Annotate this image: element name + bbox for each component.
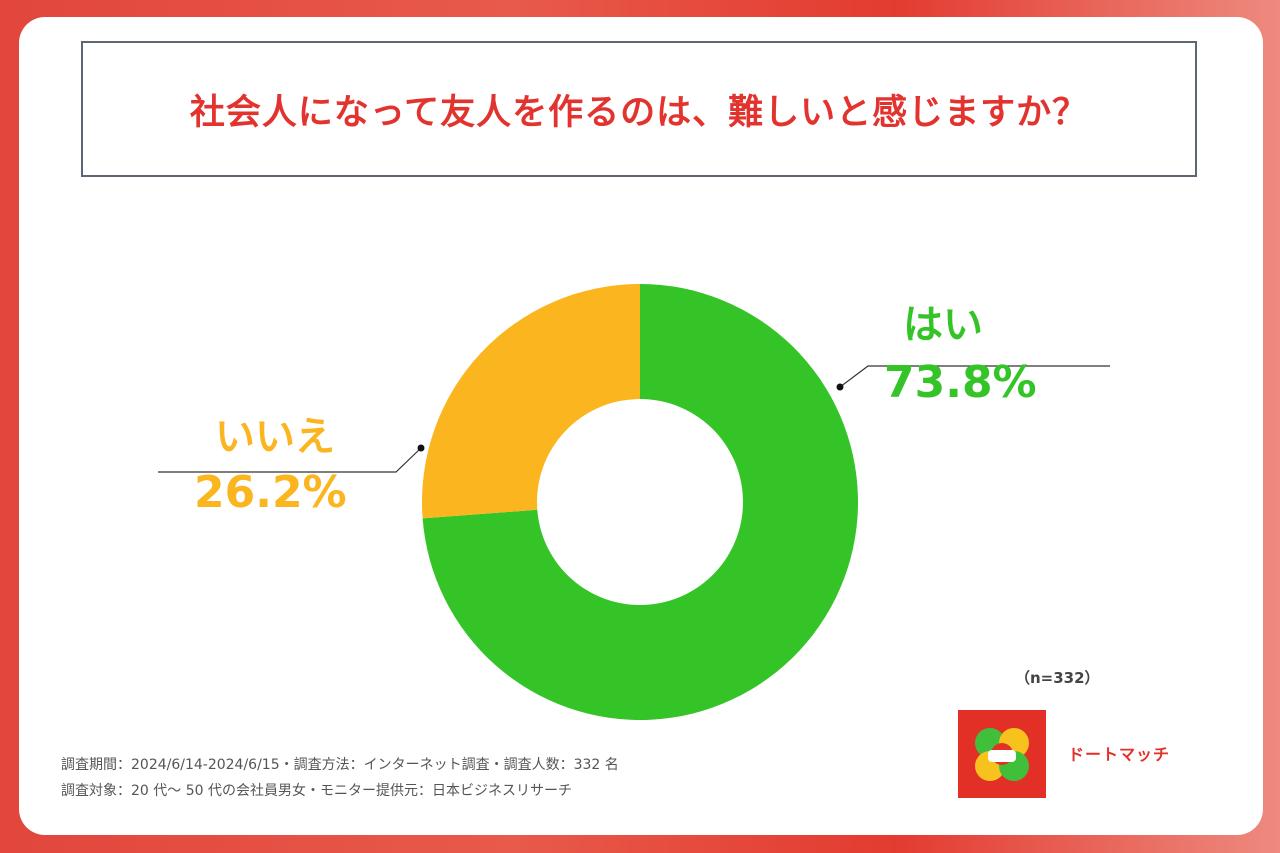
survey-period-note: 調査期間：2024/6/14-2024/6/15・調査方法：インターネット調査・… (61, 757, 619, 773)
no-leader-line (158, 447, 422, 473)
clover-logo-icon (975, 728, 1029, 781)
yes-leader-line (839, 365, 1110, 388)
yes-leader-dot (836, 383, 844, 391)
sample-size-note: （n=332） (1015, 669, 1100, 687)
title-box: 社会人になって友人を作るのは、難しいと感じますか？ (81, 41, 1197, 177)
donut-slice-yes (422, 284, 858, 720)
slice-label-no: いいえ (215, 414, 335, 460)
brand-name: ドートマッチ (1068, 745, 1171, 764)
slice-value-yes: 73.8% (884, 357, 1037, 408)
chart-title: 社会人になって友人を作るのは、難しいと感じますか？ (189, 92, 1089, 133)
survey-target-note: 調査対象：20 代～ 50 代の会社員男女・モニター提供元：日本ビジネスリサーチ (61, 783, 572, 799)
brand-logo (958, 710, 1046, 798)
donut-slice-no (422, 284, 640, 519)
slice-label-yes: はい (903, 302, 983, 348)
no-leader-dot (417, 444, 425, 452)
slice-value-no: 26.2% (194, 467, 347, 518)
